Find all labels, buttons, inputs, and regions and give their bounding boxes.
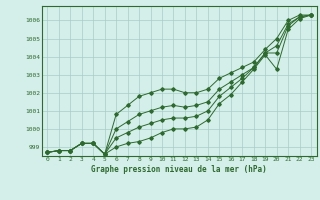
X-axis label: Graphe pression niveau de la mer (hPa): Graphe pression niveau de la mer (hPa) — [91, 165, 267, 174]
